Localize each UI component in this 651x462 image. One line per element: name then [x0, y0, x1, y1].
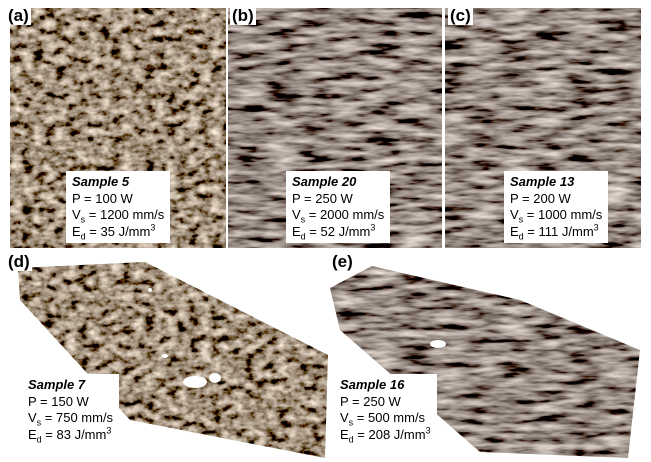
symbol: E — [28, 427, 37, 442]
symbol: E — [340, 427, 349, 442]
figure: (a) Sample 5P = 100 WVs = 1200 mm/sEd = 3… — [0, 0, 651, 462]
panel-label: (b) — [230, 6, 256, 25]
speed: Vs = 750 mm/s — [28, 410, 113, 427]
sample-name: Sample 13 — [510, 174, 602, 191]
value: = 500 mm/s — [353, 410, 425, 425]
panel-label: (d) — [6, 252, 32, 271]
speed: Vs = 1000 mm/s — [510, 207, 602, 224]
energy: Ed = 35 J/mm3 — [72, 224, 164, 241]
symbol: V — [28, 410, 37, 425]
superscript: 3 — [594, 222, 599, 232]
sample-name: Sample 5 — [72, 174, 164, 191]
symbol: V — [340, 410, 349, 425]
value: = 1200 mm/s — [85, 207, 164, 222]
speed: Vs = 2000 mm/s — [292, 207, 384, 224]
value: = 208 J/mm — [354, 427, 426, 442]
value: = 750 mm/s — [41, 410, 113, 425]
panel-label: (c) — [448, 6, 473, 25]
symbol: E — [292, 224, 301, 239]
superscript: 3 — [426, 425, 431, 435]
panel-label: (a) — [6, 6, 31, 25]
speed: Vs = 1200 mm/s — [72, 207, 164, 224]
value: = 35 J/mm — [86, 224, 151, 239]
speed: Vs = 500 mm/s — [340, 410, 431, 427]
value: = 52 J/mm — [306, 224, 371, 239]
value: = 2000 mm/s — [305, 207, 384, 222]
power: P = 200 W — [510, 191, 602, 208]
superscript: 3 — [150, 222, 155, 232]
power: P = 100 W — [72, 191, 164, 208]
sample-name: Sample 16 — [340, 377, 431, 394]
energy: Ed = 208 J/mm3 — [340, 427, 431, 444]
energy: Ed = 52 J/mm3 — [292, 224, 384, 241]
superscript: 3 — [106, 425, 111, 435]
symbol: E — [72, 224, 81, 239]
power: P = 250 W — [292, 191, 384, 208]
power: P = 150 W — [28, 394, 113, 411]
symbol: V — [292, 207, 301, 222]
energy: Ed = 83 J/mm3 — [28, 427, 113, 444]
sample-name: Sample 20 — [292, 174, 384, 191]
panel-label: (e) — [330, 252, 355, 271]
power: P = 250 W — [340, 394, 431, 411]
value: = 111 J/mm — [524, 224, 594, 239]
superscript: 3 — [370, 222, 375, 232]
sample-name: Sample 7 — [28, 377, 113, 394]
value: = 83 J/mm — [42, 427, 107, 442]
energy: Ed = 111 J/mm3 — [510, 224, 602, 241]
symbol: E — [510, 224, 519, 239]
symbol: V — [510, 207, 519, 222]
symbol: V — [72, 207, 81, 222]
value: = 1000 mm/s — [523, 207, 602, 222]
